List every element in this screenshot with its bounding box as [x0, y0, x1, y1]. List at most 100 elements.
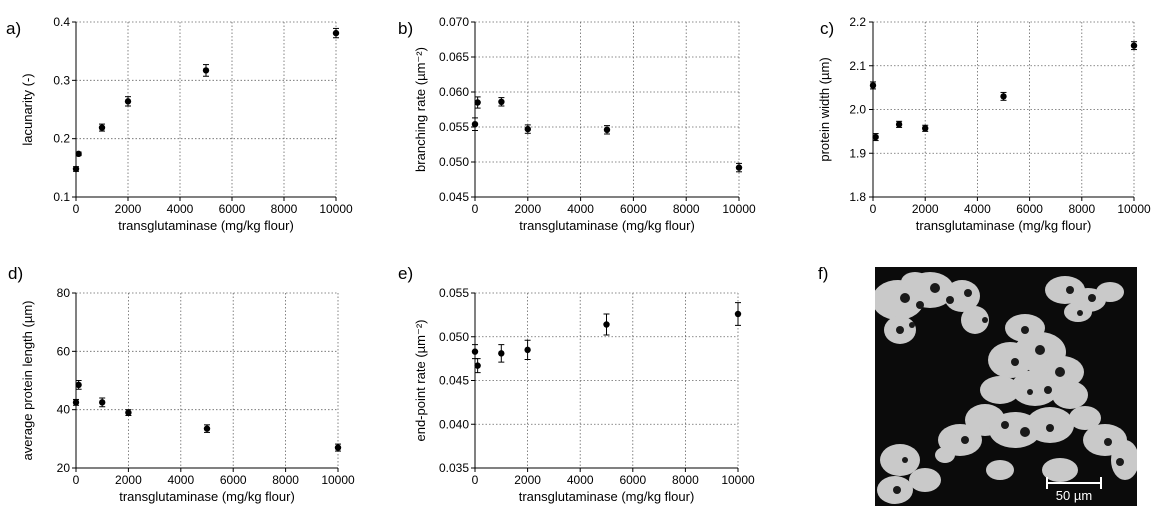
data-point	[498, 350, 505, 357]
data-point	[334, 444, 342, 451]
pore	[961, 436, 969, 444]
data-point	[498, 98, 505, 106]
panel-label: a)	[6, 19, 21, 38]
data-point	[332, 29, 340, 37]
protein-region	[986, 460, 1014, 480]
pore	[893, 486, 901, 494]
y-axis-title: end-point rate (µm⁻²)	[413, 319, 428, 441]
micrograph: 50 µm	[875, 267, 1137, 506]
pore	[1020, 427, 1030, 437]
x-tick-label: 4000	[567, 473, 594, 487]
protein-region	[1011, 370, 1059, 406]
protein-region	[909, 468, 941, 492]
data-point	[895, 121, 903, 128]
data-point	[75, 381, 82, 389]
data-point	[922, 125, 929, 132]
y-tick-label: 0.055	[439, 286, 469, 300]
x-axis-title: transglutaminase (mg/kg flour)	[519, 218, 695, 233]
y-tick-label: 0.035	[439, 461, 469, 475]
pore	[1066, 286, 1074, 294]
protein-region	[944, 280, 980, 312]
pore	[902, 457, 908, 463]
microscopy-image-panel: f) 50 µm	[818, 264, 1137, 506]
y-tick-label: 2.0	[849, 103, 866, 117]
pore	[896, 326, 904, 334]
pore	[964, 289, 972, 297]
data-point	[471, 121, 479, 128]
y-tick-label: 0.040	[439, 417, 469, 431]
pore	[930, 283, 940, 293]
x-axis-title: transglutaminase (mg/kg flour)	[118, 218, 294, 233]
chart-panel-e: 0 2000 4000 6000 8000 10000 0.035 0.040 0.045 0.0…	[398, 264, 755, 504]
pore	[1001, 421, 1009, 429]
panel-label: f)	[818, 264, 828, 283]
y-tick-label: 2.1	[849, 59, 866, 73]
data-point	[603, 126, 611, 133]
x-tick-label: 2000	[115, 473, 142, 487]
y-axis-title: average protein length (µm)	[20, 301, 35, 461]
pore	[1044, 386, 1052, 394]
x-tick-label: 2000	[912, 202, 939, 216]
pore	[1077, 310, 1083, 316]
data-point	[125, 409, 132, 416]
data-point	[603, 321, 610, 328]
protein-region	[901, 272, 929, 292]
data-point	[1000, 93, 1007, 100]
protein-region	[880, 444, 920, 476]
data-point	[1130, 42, 1138, 49]
x-tick-label: 2000	[514, 473, 541, 487]
y-tick-label: 40	[57, 403, 71, 417]
y-axis-title: protein width (µm)	[817, 57, 832, 161]
x-tick-label: 10000	[321, 473, 355, 487]
panel-label: c)	[820, 19, 834, 38]
protein-region	[1096, 282, 1124, 302]
chart-panel-d: 0 2000 4000 6000 8000 10000 20 40 60 80 transgluta…	[8, 264, 355, 504]
data-point	[99, 399, 106, 406]
pore	[1116, 458, 1124, 466]
pore	[916, 301, 924, 309]
data-point	[735, 164, 743, 171]
data-point	[524, 346, 531, 354]
x-tick-label: 4000	[567, 202, 594, 216]
panel-label: b)	[398, 19, 413, 38]
x-tick-label: 0	[472, 202, 479, 216]
x-axis-title: transglutaminase (mg/kg flour)	[119, 489, 295, 504]
x-axis-title: transglutaminase (mg/kg flour)	[916, 218, 1092, 233]
data-point	[869, 82, 877, 89]
x-tick-label: 8000	[673, 202, 700, 216]
protein-region	[1042, 458, 1078, 482]
x-tick-label: 0	[870, 202, 877, 216]
protein-region	[1111, 440, 1137, 480]
data-point	[98, 124, 106, 131]
y-tick-label: 80	[57, 286, 71, 300]
y-tick-label: 0.070	[439, 15, 469, 29]
x-tick-label: 6000	[619, 473, 646, 487]
pore	[1021, 326, 1029, 334]
y-tick-label: 2.2	[849, 15, 866, 29]
protein-region	[935, 447, 955, 463]
data-point	[202, 67, 210, 74]
pore	[1055, 367, 1065, 377]
x-tick-label: 2000	[514, 202, 541, 216]
x-tick-label: 6000	[1016, 202, 1043, 216]
y-tick-label: 0.060	[439, 85, 469, 99]
pore	[1046, 424, 1054, 432]
y-tick-label: 0.045	[439, 374, 469, 388]
pore	[982, 317, 988, 323]
pore	[1035, 345, 1045, 355]
x-axis-title: transglutaminase (mg/kg flour)	[519, 489, 695, 504]
x-tick-label: 0	[472, 473, 479, 487]
data-point	[124, 98, 132, 105]
x-tick-label: 2000	[115, 202, 142, 216]
x-tick-label: 8000	[271, 202, 298, 216]
x-tick-label: 8000	[272, 473, 299, 487]
y-tick-label: 0.045	[439, 190, 469, 204]
y-axis-title: branching rate (µm⁻²)	[413, 47, 428, 172]
data-point	[872, 133, 879, 141]
pore	[1011, 358, 1019, 366]
pore	[900, 293, 910, 303]
pore	[1088, 294, 1096, 302]
y-tick-label: 0.1	[53, 190, 70, 204]
pore	[1104, 438, 1112, 446]
